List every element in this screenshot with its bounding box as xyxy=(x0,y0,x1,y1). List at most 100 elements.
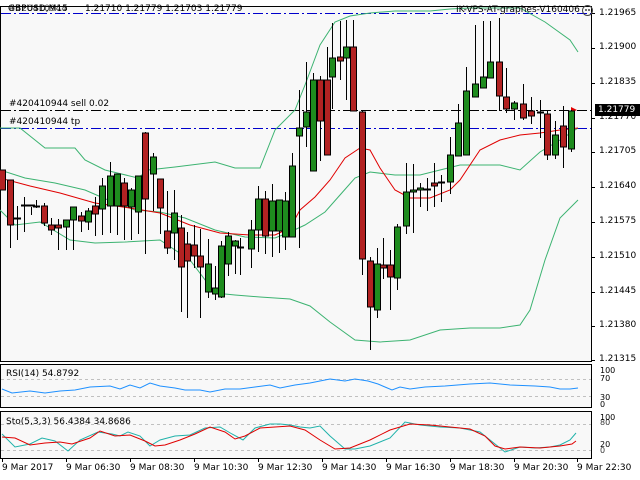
bull-candle xyxy=(289,165,296,238)
price-label: 1.21965 xyxy=(599,8,637,18)
moving-average-line xyxy=(0,127,579,236)
sto-indicator-label: Sto(5,3,3) 56.4384 34.8686 xyxy=(6,417,131,427)
time-label: 9 Mar 14:30 xyxy=(322,463,377,473)
bear-candle xyxy=(359,111,366,260)
bear-candle xyxy=(7,179,14,226)
bull-candle xyxy=(114,173,121,207)
bull-candle xyxy=(343,46,350,59)
time-label: 9 Mar 22:30 xyxy=(577,463,632,473)
bull-candle xyxy=(410,189,417,193)
bull-candle xyxy=(212,287,219,295)
sto-level-label: 80 xyxy=(600,418,611,427)
bear-candle xyxy=(324,79,331,156)
bear-candle xyxy=(142,132,149,200)
bull-candle xyxy=(248,229,255,250)
bull-candle xyxy=(225,235,232,265)
bull-candle xyxy=(232,240,239,247)
bear-candle xyxy=(164,230,171,249)
sto-level-label: 100 xyxy=(600,413,616,422)
expert-advisor-label: IK-VPS-AT-graphes-V160406 xyxy=(456,5,580,15)
bull-candle xyxy=(171,212,178,234)
price-label: 1.21315 xyxy=(599,354,637,364)
bear-candle xyxy=(48,224,55,231)
price-label: 1.21640 xyxy=(599,181,637,191)
bear-candle xyxy=(41,205,48,224)
price-label: 1.21770 xyxy=(599,112,637,122)
price-label: 1.21380 xyxy=(599,320,637,330)
time-label: 9 Mar 16:30 xyxy=(386,463,441,473)
bollinger-lower-band xyxy=(0,199,579,343)
time-label: 9 Mar 12:30 xyxy=(258,463,313,473)
bear-candle xyxy=(537,111,544,114)
chart-symbol-title: GBPUSD,M15 xyxy=(8,4,68,14)
bull-candle xyxy=(107,175,114,207)
sto-level-label: 20 xyxy=(600,440,611,449)
bear-candle xyxy=(237,246,244,249)
bull-candle xyxy=(63,219,70,228)
ohlc-values: 1.21710 1.21779 1.21703 1.21779 xyxy=(85,4,243,14)
bear-candle xyxy=(431,182,438,187)
bull-candle xyxy=(303,111,310,128)
price-label: 1.21705 xyxy=(599,146,637,156)
bull-candle xyxy=(150,156,157,175)
time-label: 9 Mar 2017 xyxy=(2,463,54,473)
stochastic-main-line xyxy=(1,421,577,453)
bull-candle xyxy=(487,61,494,79)
bull-candle xyxy=(552,134,559,156)
sell-order-line-label[interactable]: #420410944 sell 0.02 xyxy=(9,99,110,109)
bear-candle xyxy=(350,46,357,112)
smiley-face-icon[interactable] xyxy=(582,5,593,16)
stochastic-signal-line xyxy=(1,423,577,450)
bear-candle xyxy=(544,113,551,156)
bear-candle xyxy=(191,244,198,257)
price-label: 1.21900 xyxy=(599,42,637,52)
bull-candle xyxy=(218,245,225,298)
bear-candle xyxy=(157,178,164,209)
bear-candle xyxy=(528,110,535,117)
bull-candle xyxy=(310,79,317,172)
bull-candle xyxy=(205,263,212,293)
bull-candle xyxy=(99,185,106,210)
bear-candle xyxy=(78,215,85,222)
time-label: 9 Mar 20:30 xyxy=(514,463,569,473)
bear-candle xyxy=(387,264,394,278)
bear-candle xyxy=(503,96,510,110)
time-label: 9 Mar 10:30 xyxy=(194,463,249,473)
bull-candle xyxy=(21,204,28,207)
bull-candle xyxy=(417,187,424,191)
bear-candle xyxy=(55,224,62,229)
price-label: 1.21510 xyxy=(599,251,637,261)
sto-level-label: 0 xyxy=(600,446,606,455)
price-label: 1.21835 xyxy=(599,77,637,87)
bear-candle xyxy=(184,243,191,262)
rsi-indicator-label: RSI(14) 54.8792 xyxy=(6,369,80,379)
bull-candle xyxy=(255,198,262,231)
bull-candle xyxy=(568,110,575,150)
bear-candle xyxy=(424,188,431,191)
bear-candle xyxy=(178,227,185,268)
order-overlay-label: #420410944 xyxy=(8,4,68,14)
rsi-level-label: 0 xyxy=(600,400,606,409)
bear-candle xyxy=(262,198,269,237)
bear-candle xyxy=(560,125,567,148)
time-label: 9 Mar 06:30 xyxy=(66,463,121,473)
bull-candle xyxy=(463,90,470,156)
price-label: 1.21575 xyxy=(599,216,637,226)
time-label: 9 Mar 18:30 xyxy=(450,463,505,473)
rsi-line xyxy=(1,378,579,394)
bear-candle xyxy=(496,61,503,97)
bull-candle xyxy=(276,199,283,232)
bull-candle xyxy=(374,263,381,311)
price-label: 1.21445 xyxy=(599,286,637,296)
bull-candle xyxy=(70,206,77,221)
bull-candle xyxy=(480,76,487,89)
tp-line-label[interactable]: #420410944 tp xyxy=(9,117,81,127)
bull-candle xyxy=(296,127,303,137)
bull-candle xyxy=(85,210,92,223)
bull-candle xyxy=(403,191,410,227)
rsi-panel[interactable] xyxy=(0,364,592,408)
rsi-level-label: 100 xyxy=(600,366,616,375)
bull-candle xyxy=(438,181,445,184)
bear-candle xyxy=(520,103,527,119)
